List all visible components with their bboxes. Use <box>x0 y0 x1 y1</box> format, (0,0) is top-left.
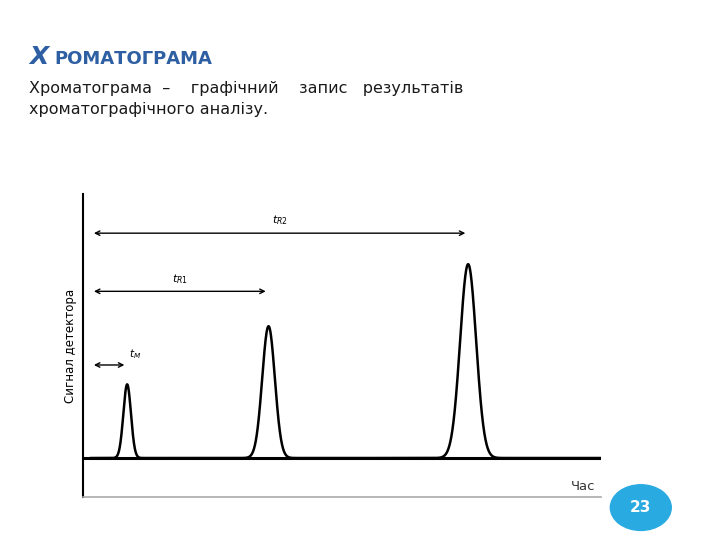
Circle shape <box>611 485 671 530</box>
Y-axis label: Сигнал детектора: Сигнал детектора <box>64 288 77 403</box>
Text: $t_{R2}$: $t_{R2}$ <box>271 213 287 227</box>
Text: РОМАТОГРАМА: РОМАТОГРАМА <box>54 50 212 69</box>
Text: $t_{M}$: $t_{M}$ <box>129 347 141 361</box>
Text: Хроматограма  –    графічний    запис   результатів
хроматографічного аналізу.: Хроматограма – графічний запис результат… <box>29 81 463 117</box>
Text: $t_{R1}$: $t_{R1}$ <box>172 272 188 286</box>
Text: 23: 23 <box>630 500 652 515</box>
Text: Час: Час <box>571 480 595 493</box>
Text: Х: Х <box>29 45 48 69</box>
